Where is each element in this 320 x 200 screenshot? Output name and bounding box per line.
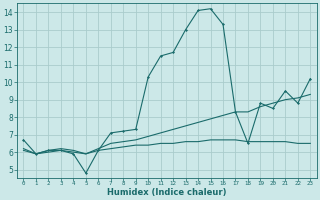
X-axis label: Humidex (Indice chaleur): Humidex (Indice chaleur) — [107, 188, 227, 197]
